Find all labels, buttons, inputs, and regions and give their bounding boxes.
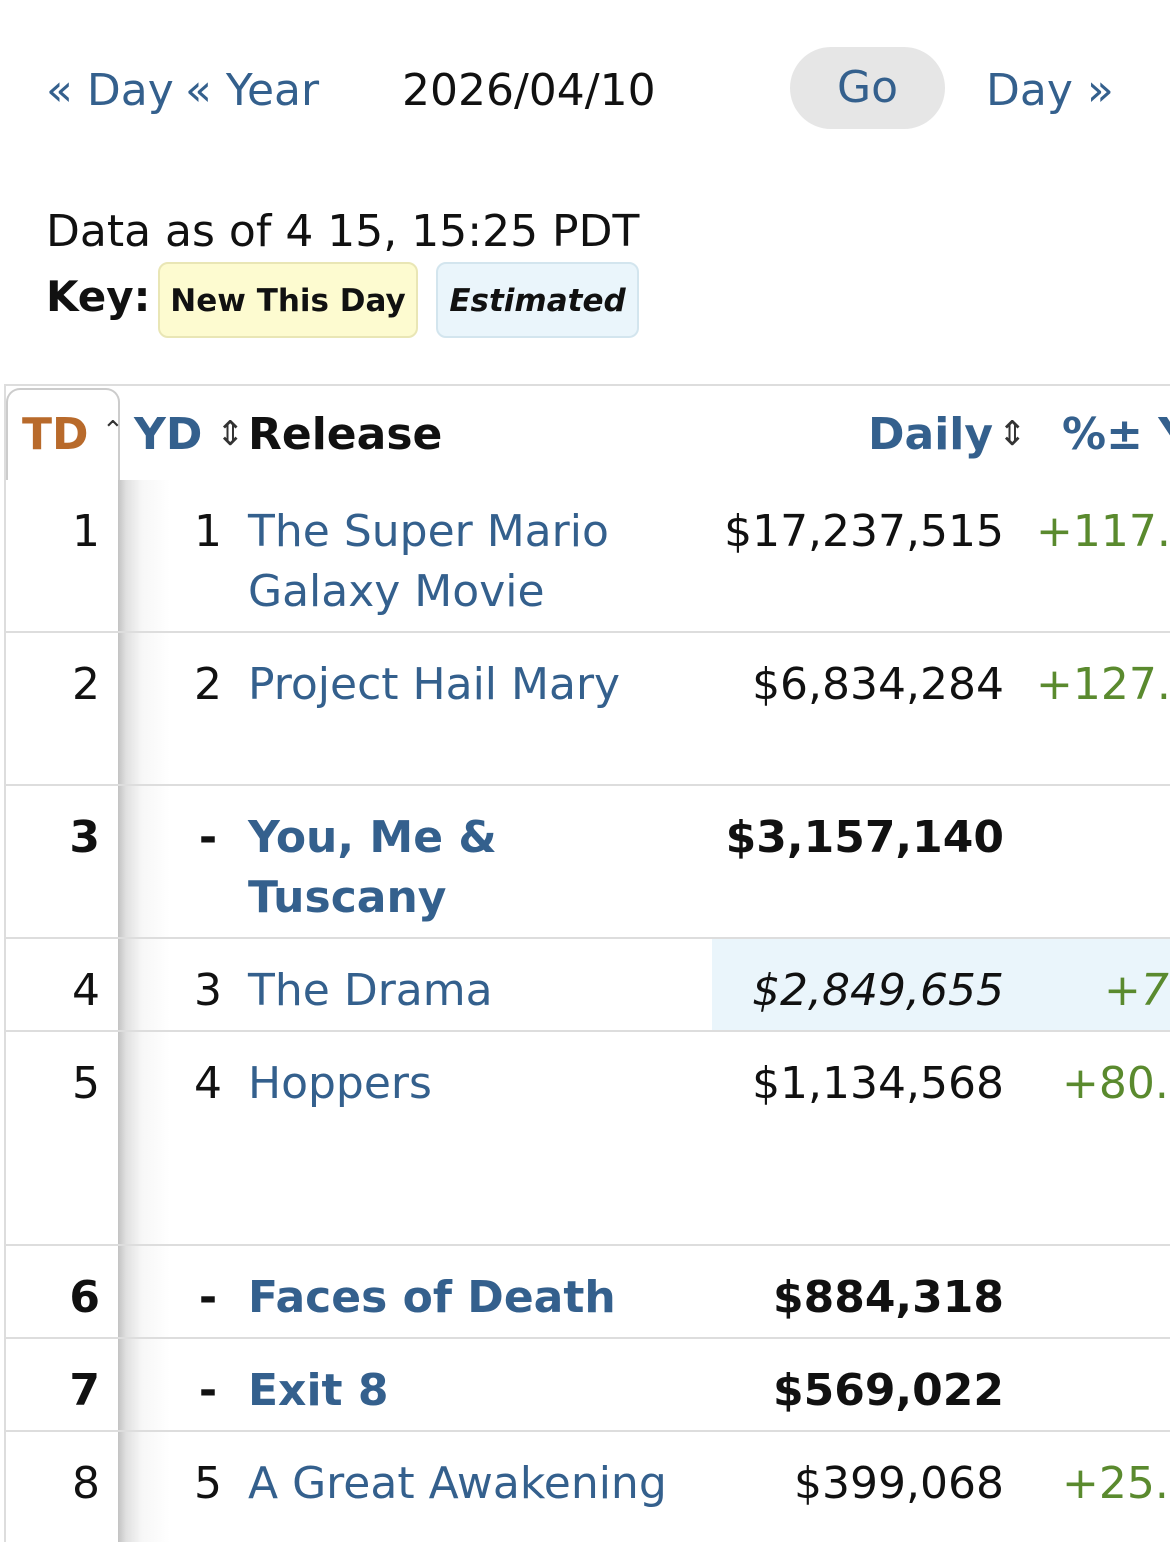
release-link[interactable]: Project Hail Mary <box>248 659 621 710</box>
release-link[interactable]: A Great Awakening <box>248 1458 667 1509</box>
td-rank: 1 <box>72 506 100 557</box>
go-button[interactable]: Go <box>790 47 945 129</box>
box-office-table: TD ⌃ YD ⇕ Release Daily ⇕ %± Y 1 1 The S… <box>4 384 1170 1542</box>
key-label: Key: <box>46 272 151 321</box>
release-link[interactable]: Exit 8 <box>248 1365 389 1416</box>
estimated-highlight <box>712 939 1170 1030</box>
date-navigation: « Day « Year Go Day » <box>0 0 1170 180</box>
td-rank: 2 <box>72 659 100 710</box>
yd-rank: 1 <box>194 506 222 557</box>
release-link[interactable]: You, Me & Tuscany <box>248 812 497 923</box>
release-link[interactable]: The Drama <box>248 965 493 1016</box>
sort-icon: ⇕ <box>216 414 245 454</box>
td-rank: 3 <box>69 812 100 863</box>
daily-gross: $17,237,515 <box>724 506 1004 557</box>
release-link[interactable]: Hoppers <box>248 1058 432 1109</box>
td-rank: 6 <box>69 1272 100 1323</box>
table-row-new: 3 - You, Me & Tuscany $3,157,140 <box>6 786 1170 939</box>
header-td[interactable]: TD <box>22 409 89 460</box>
table-row-new: 7 - Exit 8 $569,022 <box>6 1339 1170 1432</box>
header-daily[interactable]: Daily <box>868 409 994 460</box>
daily-gross: $399,068 <box>794 1458 1004 1509</box>
td-rank: 7 <box>69 1365 100 1416</box>
daily-gross: $884,318 <box>772 1272 1004 1323</box>
yd-rank: 5 <box>194 1458 222 1509</box>
yd-rank: - <box>198 1272 218 1323</box>
yd-rank: 4 <box>194 1058 222 1109</box>
daily-gross: $2,849,655 <box>752 965 1004 1016</box>
new-this-day-badge: New This Day <box>158 262 418 338</box>
daily-gross: $1,134,568 <box>752 1058 1004 1109</box>
percent-change: +25.9 <box>1062 1458 1170 1509</box>
daily-gross: $3,157,140 <box>725 812 1004 863</box>
daily-gross: $6,834,284 <box>752 659 1004 710</box>
header-release[interactable]: Release <box>248 409 443 460</box>
yd-rank: - <box>198 1365 218 1416</box>
table-row: 8 5 A Great Awakening $399,068 +25.9 <box>6 1432 1170 1542</box>
table-header: TD ⌃ YD ⇕ Release Daily ⇕ %± Y <box>6 386 1170 480</box>
estimated-badge: Estimated <box>436 262 639 338</box>
release-link[interactable]: Faces of Death <box>248 1272 616 1323</box>
table-row-estimated: 4 3 The Drama $2,849,655 +77 <box>6 939 1170 1032</box>
table-row: 2 2 Project Hail Mary $6,834,284 +127.3 <box>6 633 1170 786</box>
date-input[interactable] <box>402 64 742 118</box>
sort-icon: ⇕ <box>998 414 1027 454</box>
yd-rank: 3 <box>194 965 222 1016</box>
td-rank: 8 <box>72 1458 100 1509</box>
percent-change: +117.2 <box>1036 506 1170 557</box>
header-yd[interactable]: YD <box>134 409 203 460</box>
daily-gross: $569,022 <box>772 1365 1004 1416</box>
header-percent-change[interactable]: %± Y <box>1062 409 1170 460</box>
yd-rank: - <box>198 812 218 863</box>
sort-ascending-icon: ⌃ <box>102 416 124 446</box>
td-rank: 5 <box>72 1058 100 1109</box>
release-link[interactable]: The Super Mario Galaxy Movie <box>248 506 609 617</box>
percent-change: +127.3 <box>1036 659 1170 710</box>
table-row-new: 6 - Faces of Death $884,318 <box>6 1246 1170 1339</box>
next-day-link[interactable]: Day » <box>986 65 1114 116</box>
previous-day-link[interactable]: « Day <box>46 65 174 116</box>
td-header-box <box>6 388 120 480</box>
table-row: 5 4 Hoppers $1,134,568 +80.2 <box>6 1032 1170 1246</box>
data-as-of-text: Data as of 4 15, 15:25 PDT <box>46 206 640 257</box>
percent-change: +80.2 <box>1062 1058 1170 1109</box>
yd-rank: 2 <box>194 659 222 710</box>
rank-column-shadow <box>118 480 174 1542</box>
previous-year-link[interactable]: « Year <box>185 65 320 116</box>
table-row: 1 1 The Super Mario Galaxy Movie $17,237… <box>6 480 1170 633</box>
td-rank: 4 <box>72 965 100 1016</box>
percent-change: +77 <box>1104 965 1170 1016</box>
